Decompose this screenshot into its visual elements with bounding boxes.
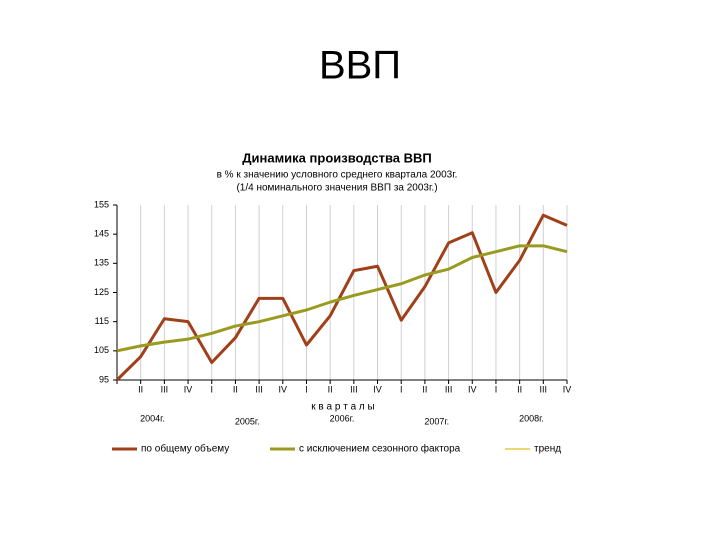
x-tick-label: II bbox=[517, 384, 522, 394]
chart-subtitle: в % к значению условного среднего кварта… bbox=[217, 170, 458, 181]
x-tick-label: IV bbox=[279, 384, 288, 394]
line-series bbox=[115, 213, 568, 382]
x-tick-label: II bbox=[328, 384, 333, 394]
group-label: 2005г. bbox=[235, 416, 260, 426]
slide-title: ВВП bbox=[319, 44, 401, 88]
group-label: 2007г. bbox=[424, 416, 449, 426]
y-tick-label: 145 bbox=[94, 229, 109, 239]
chart-subtitle: (1/4 номинального значения ВВП за 2003г.… bbox=[236, 183, 437, 194]
x-tick-label: II bbox=[422, 384, 427, 394]
x-tick-label: I bbox=[305, 384, 308, 394]
group-label: 2006г. bbox=[330, 413, 355, 423]
x-tick-label: IV bbox=[563, 384, 572, 394]
x-axis-label: к в а р т а л ы bbox=[311, 402, 374, 413]
y-tick-label: 105 bbox=[94, 345, 109, 355]
x-tick-label: I bbox=[495, 384, 498, 394]
y-tick-label: 135 bbox=[94, 258, 109, 268]
x-tick-label: IV bbox=[184, 384, 193, 394]
y-tick-label: 115 bbox=[95, 316, 109, 326]
x-tick-label: II bbox=[138, 384, 143, 394]
chart-title: Динамика производства ВВП bbox=[242, 150, 432, 165]
x-tick-label: III bbox=[350, 384, 358, 394]
y-tick-label: 155 bbox=[94, 199, 109, 209]
x-tick-label: II bbox=[233, 384, 238, 394]
x-tick-label: IV bbox=[373, 384, 382, 394]
x-tick-label: I bbox=[400, 384, 403, 394]
group-label: 2004г. bbox=[140, 413, 165, 423]
x-tick-label: I bbox=[210, 384, 213, 394]
legend-label: по общему объему bbox=[141, 443, 229, 455]
line-series bbox=[116, 244, 568, 353]
x-tick-label: III bbox=[161, 384, 169, 394]
y-tick-label: 95 bbox=[99, 374, 109, 384]
legend-label: с исключением сезонного фактора bbox=[299, 443, 461, 455]
x-tick-label: III bbox=[255, 384, 263, 394]
legend-label: тренд bbox=[534, 444, 561, 455]
group-label: 2008г. bbox=[519, 413, 544, 423]
x-tick-label: IV bbox=[468, 384, 477, 394]
x-tick-label: III bbox=[445, 384, 453, 394]
y-tick-label: 125 bbox=[94, 287, 109, 297]
x-tick-label: III bbox=[540, 384, 548, 394]
